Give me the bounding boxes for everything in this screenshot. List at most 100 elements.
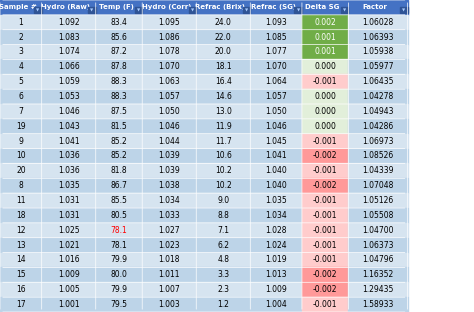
Bar [250, 267, 302, 282]
Bar [96, 89, 142, 104]
Bar [196, 119, 250, 134]
Text: 1.034: 1.034 [265, 211, 287, 220]
Text: 1.050: 1.050 [265, 107, 287, 116]
Text: -0.002: -0.002 [313, 285, 337, 294]
Bar [0, 163, 42, 178]
Bar [142, 208, 196, 223]
Bar [0, 282, 42, 297]
Bar [42, 89, 96, 104]
Bar [250, 119, 302, 134]
Text: 4.8: 4.8 [217, 256, 229, 265]
Text: 1.053: 1.053 [58, 92, 80, 101]
Text: 1.04943: 1.04943 [362, 107, 394, 116]
Text: 81.5: 81.5 [110, 122, 128, 131]
Text: -0.002: -0.002 [313, 271, 337, 279]
Bar [42, 253, 96, 267]
Bar [302, 193, 348, 208]
Bar [42, 223, 96, 238]
Text: 13.0: 13.0 [215, 107, 232, 116]
Text: 1.016: 1.016 [58, 256, 80, 265]
Bar [250, 193, 302, 208]
Bar [302, 89, 348, 104]
Text: 1.093: 1.093 [265, 18, 287, 27]
Text: 87.2: 87.2 [110, 47, 128, 56]
Bar [0, 297, 42, 312]
Bar [302, 104, 348, 119]
Text: 88.3: 88.3 [110, 77, 128, 86]
Bar [196, 253, 250, 267]
Bar [341, 7, 348, 13]
Bar [196, 208, 250, 223]
Bar [142, 119, 196, 134]
Bar [196, 134, 250, 149]
Text: 1.095: 1.095 [158, 18, 180, 27]
Text: -0.001: -0.001 [313, 211, 337, 220]
Text: 1.040: 1.040 [265, 166, 287, 175]
Text: 1.019: 1.019 [265, 256, 287, 265]
Text: 14: 14 [16, 256, 26, 265]
Bar [96, 267, 142, 282]
Bar [196, 74, 250, 89]
Text: 85.5: 85.5 [110, 196, 128, 205]
Bar [96, 238, 142, 253]
Text: 1.045: 1.045 [265, 137, 287, 146]
Text: 10.6: 10.6 [215, 152, 232, 160]
Text: 1.011: 1.011 [158, 271, 180, 279]
Bar [42, 193, 96, 208]
Bar [142, 15, 196, 30]
Bar [96, 223, 142, 238]
Text: 1.043: 1.043 [58, 122, 80, 131]
Bar [196, 30, 250, 45]
Text: 1.050: 1.050 [158, 107, 180, 116]
Text: 13: 13 [16, 241, 26, 250]
Bar [302, 282, 348, 297]
Text: 1.036: 1.036 [58, 152, 80, 160]
Bar [96, 30, 142, 45]
Text: 1.070: 1.070 [158, 62, 180, 71]
Text: 1.004: 1.004 [265, 300, 287, 309]
Bar [302, 15, 348, 30]
Text: -0.001: -0.001 [313, 137, 337, 146]
Bar [42, 59, 96, 74]
Bar [196, 0, 250, 15]
Text: 8: 8 [18, 181, 23, 190]
Bar [42, 267, 96, 282]
Text: 1.07048: 1.07048 [362, 181, 394, 190]
Bar [250, 134, 302, 149]
Text: 1.06028: 1.06028 [363, 18, 393, 27]
Text: 1.063: 1.063 [158, 77, 180, 86]
Bar [348, 149, 408, 163]
Bar [189, 7, 196, 13]
Bar [0, 208, 42, 223]
Bar [400, 7, 408, 13]
Bar [142, 45, 196, 59]
Bar [142, 59, 196, 74]
Bar [42, 74, 96, 89]
Text: 1.58933: 1.58933 [362, 300, 394, 309]
Bar [142, 149, 196, 163]
Bar [0, 149, 42, 163]
Text: 1.05126: 1.05126 [363, 196, 393, 205]
Bar [0, 0, 42, 15]
Bar [142, 89, 196, 104]
Text: 1.092: 1.092 [58, 18, 80, 27]
Bar [42, 297, 96, 312]
Text: 1.046: 1.046 [265, 122, 287, 131]
Bar [96, 297, 142, 312]
Bar [196, 238, 250, 253]
Bar [0, 134, 42, 149]
Bar [42, 15, 96, 30]
Text: 20: 20 [16, 166, 26, 175]
Text: 87.8: 87.8 [110, 62, 128, 71]
Text: 1.04796: 1.04796 [362, 256, 394, 265]
Text: 1.013: 1.013 [265, 271, 287, 279]
Bar [196, 223, 250, 238]
Bar [142, 193, 196, 208]
Text: 11: 11 [16, 196, 26, 205]
Text: 79.9: 79.9 [110, 256, 128, 265]
Text: 1.021: 1.021 [58, 241, 80, 250]
Bar [196, 15, 250, 30]
Text: 79.5: 79.5 [110, 300, 128, 309]
Bar [96, 178, 142, 193]
Text: 88.3: 88.3 [110, 92, 128, 101]
